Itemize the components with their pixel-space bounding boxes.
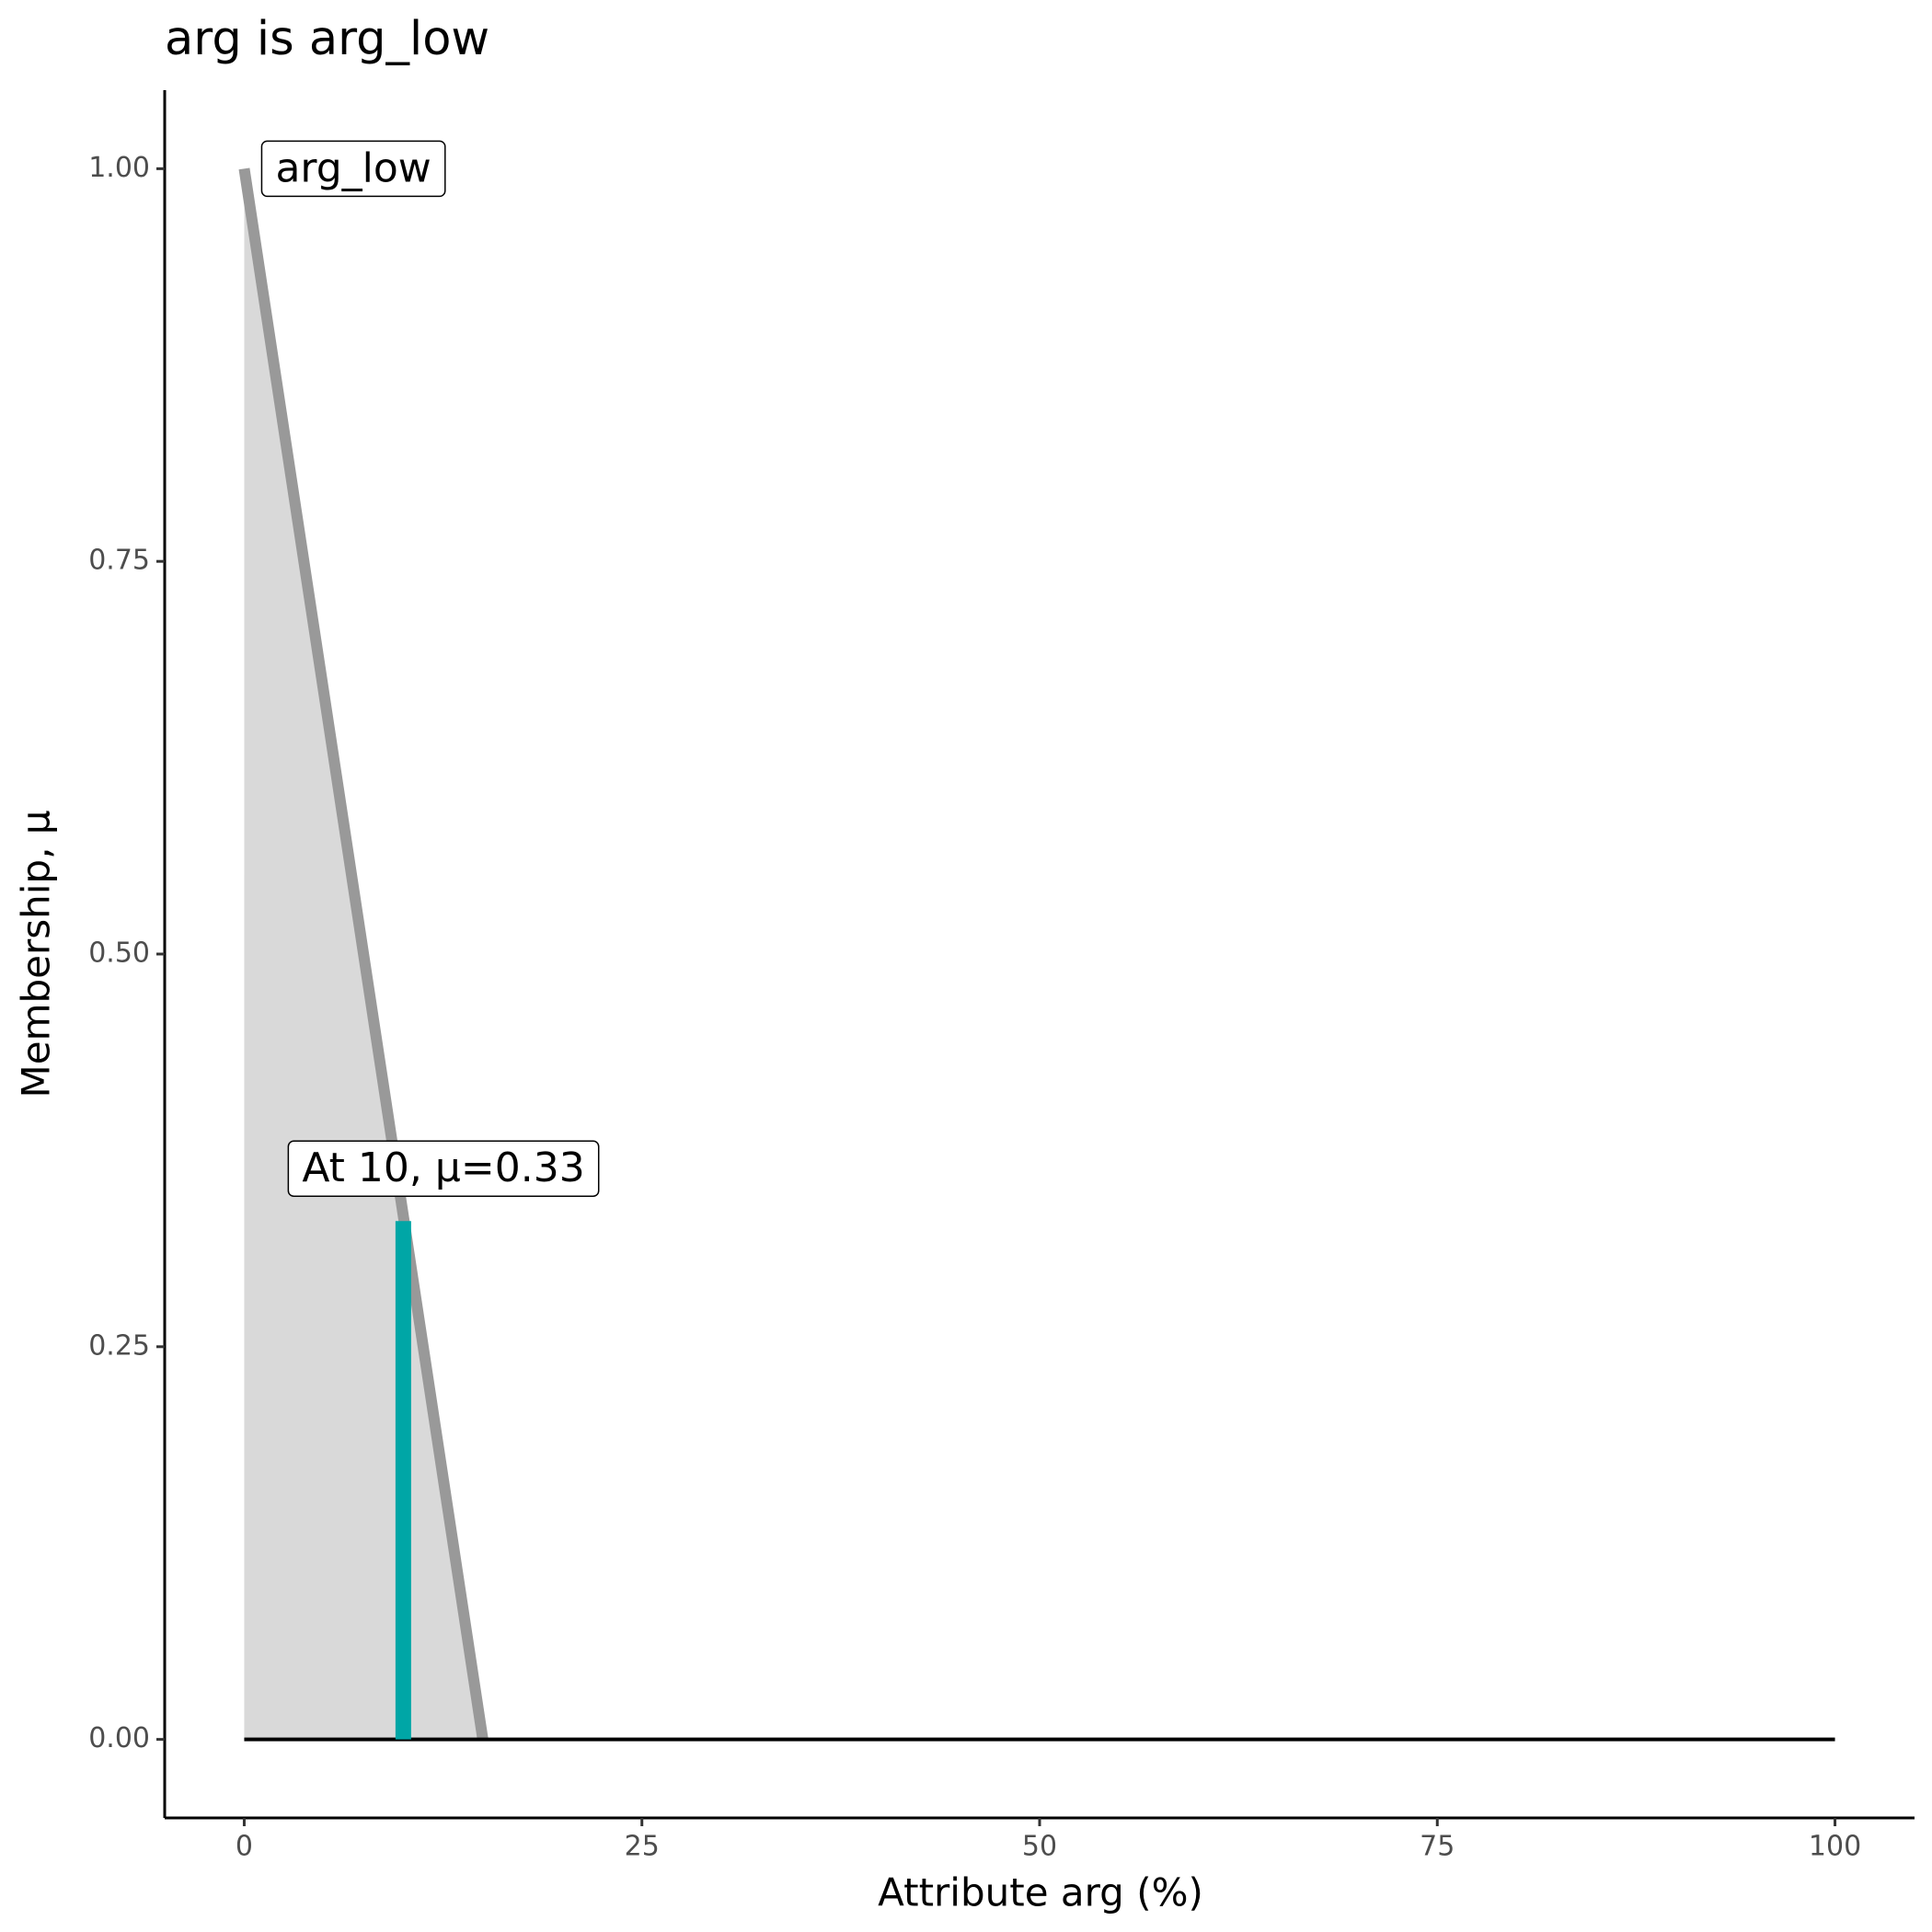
- y-tick-label: 1.00: [88, 152, 150, 184]
- x-axis-title: Attribute arg (%): [878, 1870, 1203, 1915]
- y-tick-label: 0.00: [88, 1722, 150, 1754]
- y-tick-label: 0.25: [88, 1329, 150, 1362]
- marker-label: At 10, μ=0.33: [302, 1144, 584, 1191]
- x-tick-label: 100: [1809, 1831, 1861, 1863]
- series-label: arg_low: [275, 144, 431, 191]
- series-label-box: [260, 140, 446, 198]
- x-tick-label: 0: [236, 1831, 253, 1863]
- x-tick-label: 75: [1420, 1831, 1455, 1863]
- y-axis-title: Membership, μ: [14, 810, 59, 1098]
- membership-line: [238, 167, 489, 1741]
- x-tick-label: 50: [1022, 1831, 1057, 1863]
- y-tick-label: 0.50: [88, 937, 150, 970]
- marker-label-box: [287, 1140, 600, 1197]
- x-tick-label: 25: [625, 1831, 660, 1863]
- chart-title: arg is arg_low: [165, 12, 489, 66]
- y-tick-label: 0.75: [88, 545, 150, 577]
